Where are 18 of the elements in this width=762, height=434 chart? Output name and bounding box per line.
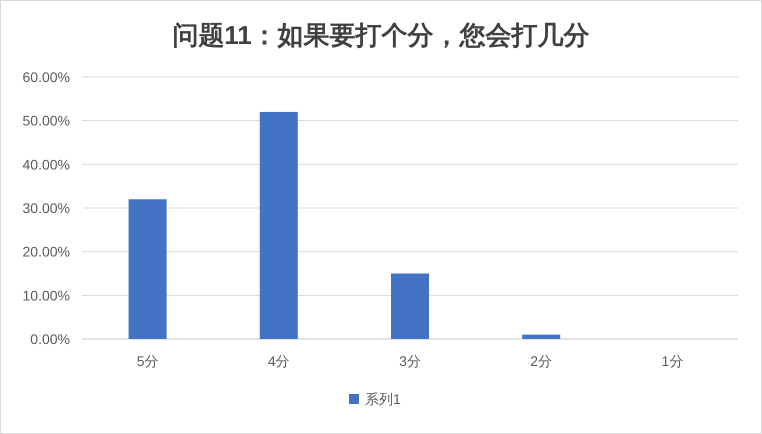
- x-tick-label: 5分: [136, 353, 158, 369]
- legend-label: 系列1: [365, 391, 401, 407]
- y-tick-label: 10.00%: [22, 287, 70, 304]
- y-tick-label: 20.00%: [22, 244, 70, 260]
- bar: [522, 334, 560, 339]
- y-tick-label: 50.00%: [22, 112, 70, 129]
- y-tick-label: 30.00%: [22, 200, 70, 216]
- x-tick-label: 4分: [268, 353, 290, 369]
- y-tick-label: 60.00%: [22, 69, 70, 85]
- bar: [390, 274, 430, 339]
- x-tick-label: 3分: [399, 353, 421, 369]
- y-tick-label: 40.00%: [22, 156, 70, 172]
- chart-title: 问题11：如果要打个分，您会打几分: [172, 20, 591, 50]
- bar: [260, 112, 298, 339]
- x-tick-label: 2分: [530, 353, 552, 369]
- bar: [128, 199, 167, 339]
- y-tick-label: 0.00%: [30, 331, 70, 347]
- x-tick-label: 1分: [662, 353, 684, 369]
